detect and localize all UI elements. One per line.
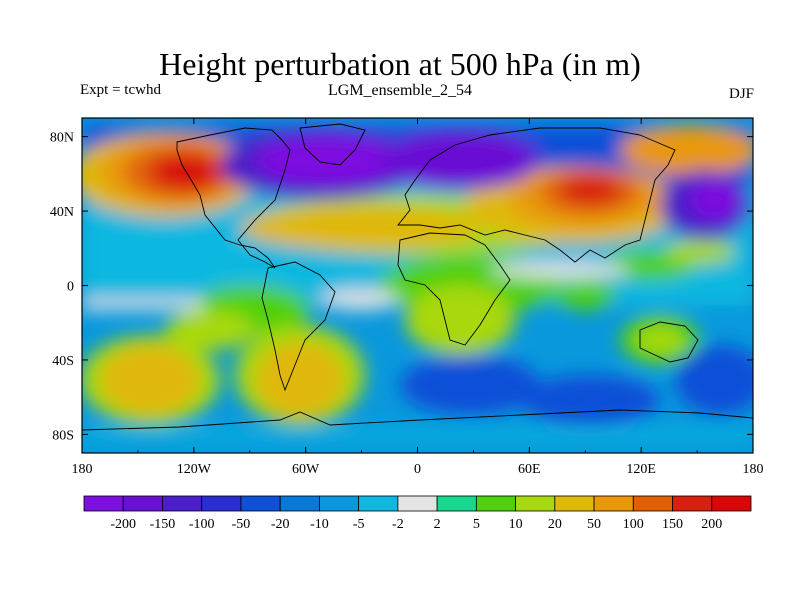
lat-label: 80S [52, 428, 74, 443]
lon-label: 120W [177, 462, 212, 477]
africa-coast [397, 232, 511, 346]
north-america-coast [176, 127, 291, 269]
colorbar-label: -200 [110, 517, 136, 532]
colorbar-swatch [475, 495, 516, 512]
colorbar-label: 100 [623, 517, 644, 532]
colorbar-label: -100 [189, 517, 215, 532]
greenland-coast [299, 123, 366, 166]
longitude-axis: 180 120W 60W 0 60E 120E 180 [72, 118, 764, 477]
antarctica-coast [82, 409, 753, 431]
lat-label: 40S [52, 354, 74, 369]
colorbar-label: -5 [353, 517, 365, 532]
contour-field [82, 118, 753, 453]
colorbar-label: -150 [150, 517, 176, 532]
season-label: DJF [728, 86, 754, 102]
colorbar-label: -2 [392, 517, 404, 532]
colorbar-swatch [397, 495, 438, 512]
lat-label: 0 [67, 280, 74, 295]
colorbar-label: 2 [434, 517, 441, 532]
colorbar-swatch [711, 495, 752, 512]
colorbar: -200 -150 -100 -50 -20 -10 -5 -2 2 5 10 20 50 100 150 2… [83, 495, 752, 532]
experiment-label: Expt = tcwhd [80, 82, 161, 98]
australia-coast [639, 321, 699, 363]
colorbar-swatch [162, 495, 203, 512]
latitude-axis: 80N 40N 0 40S 80S [50, 131, 753, 443]
lon-label: 0 [414, 462, 421, 477]
coastlines [82, 123, 753, 431]
colorbar-swatch [672, 495, 713, 512]
colorbar-swatch [358, 495, 399, 512]
colorbar-swatch [593, 495, 634, 512]
colorbar-label: 5 [473, 517, 480, 532]
map-title: Height perturbation at 500 hPa (in m) [159, 46, 641, 82]
colorbar-label: -10 [310, 517, 329, 532]
colorbar-label: 200 [701, 517, 722, 532]
colorbar-label: 10 [509, 517, 523, 532]
colorbar-label: 150 [662, 517, 683, 532]
colorbar-swatch [83, 495, 124, 512]
colorbar-swatch [319, 495, 360, 512]
colorbar-label: 20 [548, 517, 562, 532]
lon-label: 180 [72, 462, 93, 477]
lat-label: 80N [50, 131, 74, 146]
lon-label: 120E [626, 462, 656, 477]
lon-label: 60W [292, 462, 320, 477]
colorbar-label: 50 [587, 517, 601, 532]
colorbar-swatch [632, 495, 673, 512]
colorbar-label: -50 [232, 517, 251, 532]
lon-label: 60E [518, 462, 541, 477]
colorbar-label: -20 [271, 517, 290, 532]
colorbar-swatch [122, 495, 163, 512]
colorbar-swatch [554, 495, 595, 512]
ensemble-label: LGM_ensemble_2_54 [328, 82, 472, 99]
colorbar-swatch [201, 495, 242, 512]
colorbar-swatch [279, 495, 320, 512]
lon-label: 180 [743, 462, 764, 477]
colorbar-swatch [436, 495, 477, 512]
colorbar-swatch [240, 495, 281, 512]
lat-label: 40N [50, 205, 74, 220]
eurasia-coast [397, 127, 676, 263]
south-america-coast [261, 261, 336, 392]
colorbar-swatch [515, 495, 556, 512]
